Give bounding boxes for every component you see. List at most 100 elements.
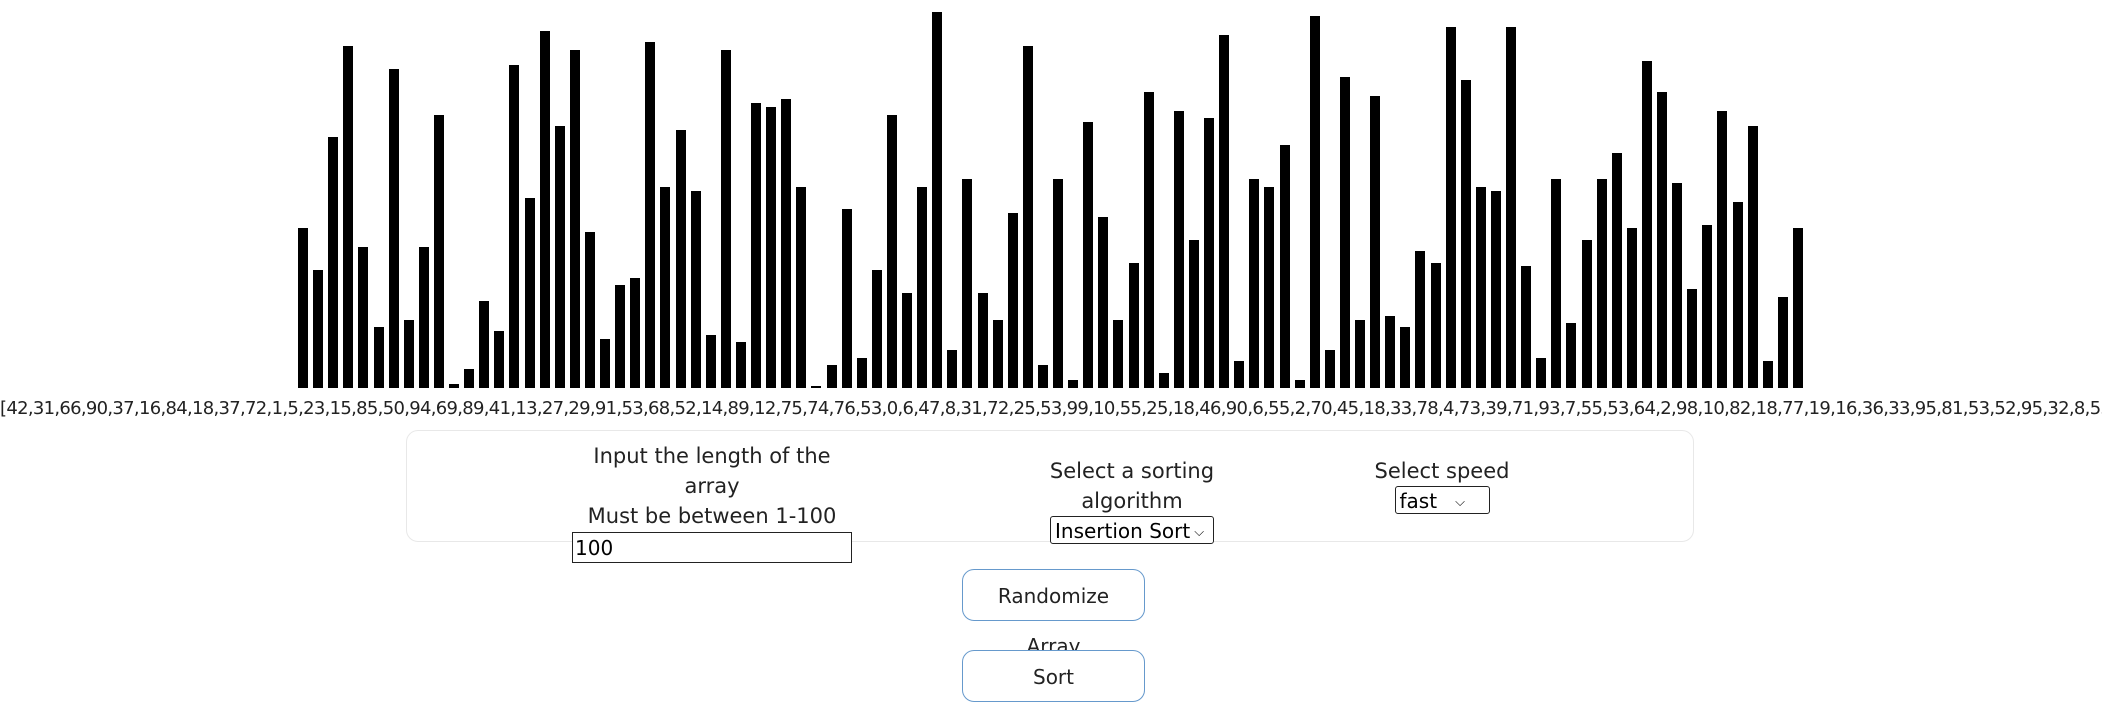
bar-11	[464, 369, 474, 388]
speed-label: Select speed	[1374, 459, 1510, 483]
bar-69	[1340, 77, 1350, 388]
bar-94	[1717, 111, 1727, 388]
bar-9	[434, 115, 444, 388]
bar-28	[721, 50, 731, 388]
bar-50	[1053, 179, 1063, 388]
bar-93	[1702, 225, 1712, 388]
bar-15	[525, 198, 535, 388]
bar-84	[1566, 323, 1576, 388]
bar-60	[1204, 118, 1214, 388]
bar-78	[1476, 187, 1486, 388]
bar-98	[1778, 297, 1788, 388]
sort-button[interactable]: Sort	[962, 650, 1145, 702]
bar-70	[1355, 320, 1365, 388]
bar-20	[600, 339, 610, 388]
bar-39	[887, 115, 897, 388]
bar-95	[1733, 202, 1743, 388]
bar-40	[902, 293, 912, 388]
bar-23	[645, 42, 655, 388]
bar-96	[1748, 126, 1758, 388]
algorithm-control: Select a sorting algorithm Insertion Sor…	[997, 456, 1267, 544]
bar-12	[479, 301, 489, 388]
bar-chart	[298, 12, 1803, 388]
bar-6	[389, 69, 399, 388]
bar-38	[872, 270, 882, 388]
bar-65	[1280, 145, 1290, 388]
bar-21	[615, 285, 625, 388]
bar-5	[374, 327, 384, 388]
bar-73	[1400, 327, 1410, 388]
algorithm-select[interactable]: Insertion Sort ⌵	[1050, 516, 1214, 544]
bar-1	[313, 270, 323, 388]
bar-82	[1536, 358, 1546, 388]
bar-10	[449, 384, 459, 388]
speed-selected-value: fast	[1399, 489, 1438, 513]
bar-22	[630, 278, 640, 388]
bar-14	[509, 65, 519, 388]
bar-71	[1370, 96, 1380, 388]
bar-91	[1672, 183, 1682, 388]
bar-44	[962, 179, 972, 388]
bar-52	[1083, 122, 1093, 388]
bar-63	[1249, 179, 1259, 388]
bar-4	[358, 247, 368, 388]
randomize-array-button[interactable]: Randomize Array	[962, 569, 1145, 658]
length-control: Input the length of the array Must be be…	[572, 441, 852, 563]
bar-29	[736, 342, 746, 388]
bar-67	[1310, 16, 1320, 388]
bar-27	[706, 335, 716, 388]
bar-83	[1551, 179, 1561, 388]
bar-97	[1763, 361, 1773, 388]
bar-68	[1325, 350, 1335, 388]
bar-90	[1657, 92, 1667, 388]
array-values-text: [42,31,66,90,37,16,84,18,37,72,1,5,23,15…	[0, 398, 2102, 419]
bar-99	[1793, 228, 1803, 388]
bar-19	[585, 232, 595, 388]
bar-51	[1068, 380, 1078, 388]
algorithm-label: Select a sorting algorithm	[1049, 459, 1215, 513]
controls-panel: Input the length of the array Must be be…	[406, 430, 1694, 563]
bar-42	[932, 12, 942, 388]
length-hint: Must be between 1-100	[587, 504, 837, 528]
bar-59	[1189, 240, 1199, 388]
bar-43	[947, 350, 957, 388]
bar-41	[917, 187, 927, 388]
bar-46	[993, 320, 1003, 388]
bar-85	[1582, 240, 1592, 388]
bar-33	[796, 187, 806, 388]
bar-26	[691, 191, 701, 388]
chevron-down-icon: ⌵	[1194, 524, 1205, 540]
bar-34	[811, 386, 821, 388]
bar-62	[1234, 361, 1244, 388]
bar-58	[1174, 111, 1184, 388]
bar-64	[1264, 187, 1274, 388]
bar-92	[1687, 289, 1697, 388]
bar-16	[540, 31, 550, 388]
bar-55	[1129, 263, 1139, 388]
bar-74	[1415, 251, 1425, 388]
bar-24	[660, 187, 670, 388]
bar-45	[978, 293, 988, 388]
bar-66	[1295, 380, 1305, 388]
bar-53	[1098, 217, 1108, 388]
bar-75	[1431, 263, 1441, 388]
bar-47	[1008, 213, 1018, 388]
bar-89	[1642, 61, 1652, 388]
bar-76	[1446, 27, 1456, 388]
bar-80	[1506, 27, 1516, 388]
bar-88	[1627, 228, 1637, 388]
bar-49	[1038, 365, 1048, 388]
bar-30	[751, 103, 761, 388]
bar-56	[1144, 92, 1154, 388]
bar-0	[298, 228, 308, 388]
bar-13	[494, 331, 504, 388]
bar-37	[857, 358, 867, 388]
bar-57	[1159, 373, 1169, 388]
bar-81	[1521, 266, 1531, 388]
bar-2	[328, 137, 338, 388]
bar-25	[676, 130, 686, 388]
array-length-input[interactable]	[572, 532, 852, 563]
algorithm-selected-value: Insertion Sort	[1055, 519, 1191, 543]
speed-select[interactable]: fast ⌵	[1394, 486, 1490, 514]
bar-36	[842, 209, 852, 388]
